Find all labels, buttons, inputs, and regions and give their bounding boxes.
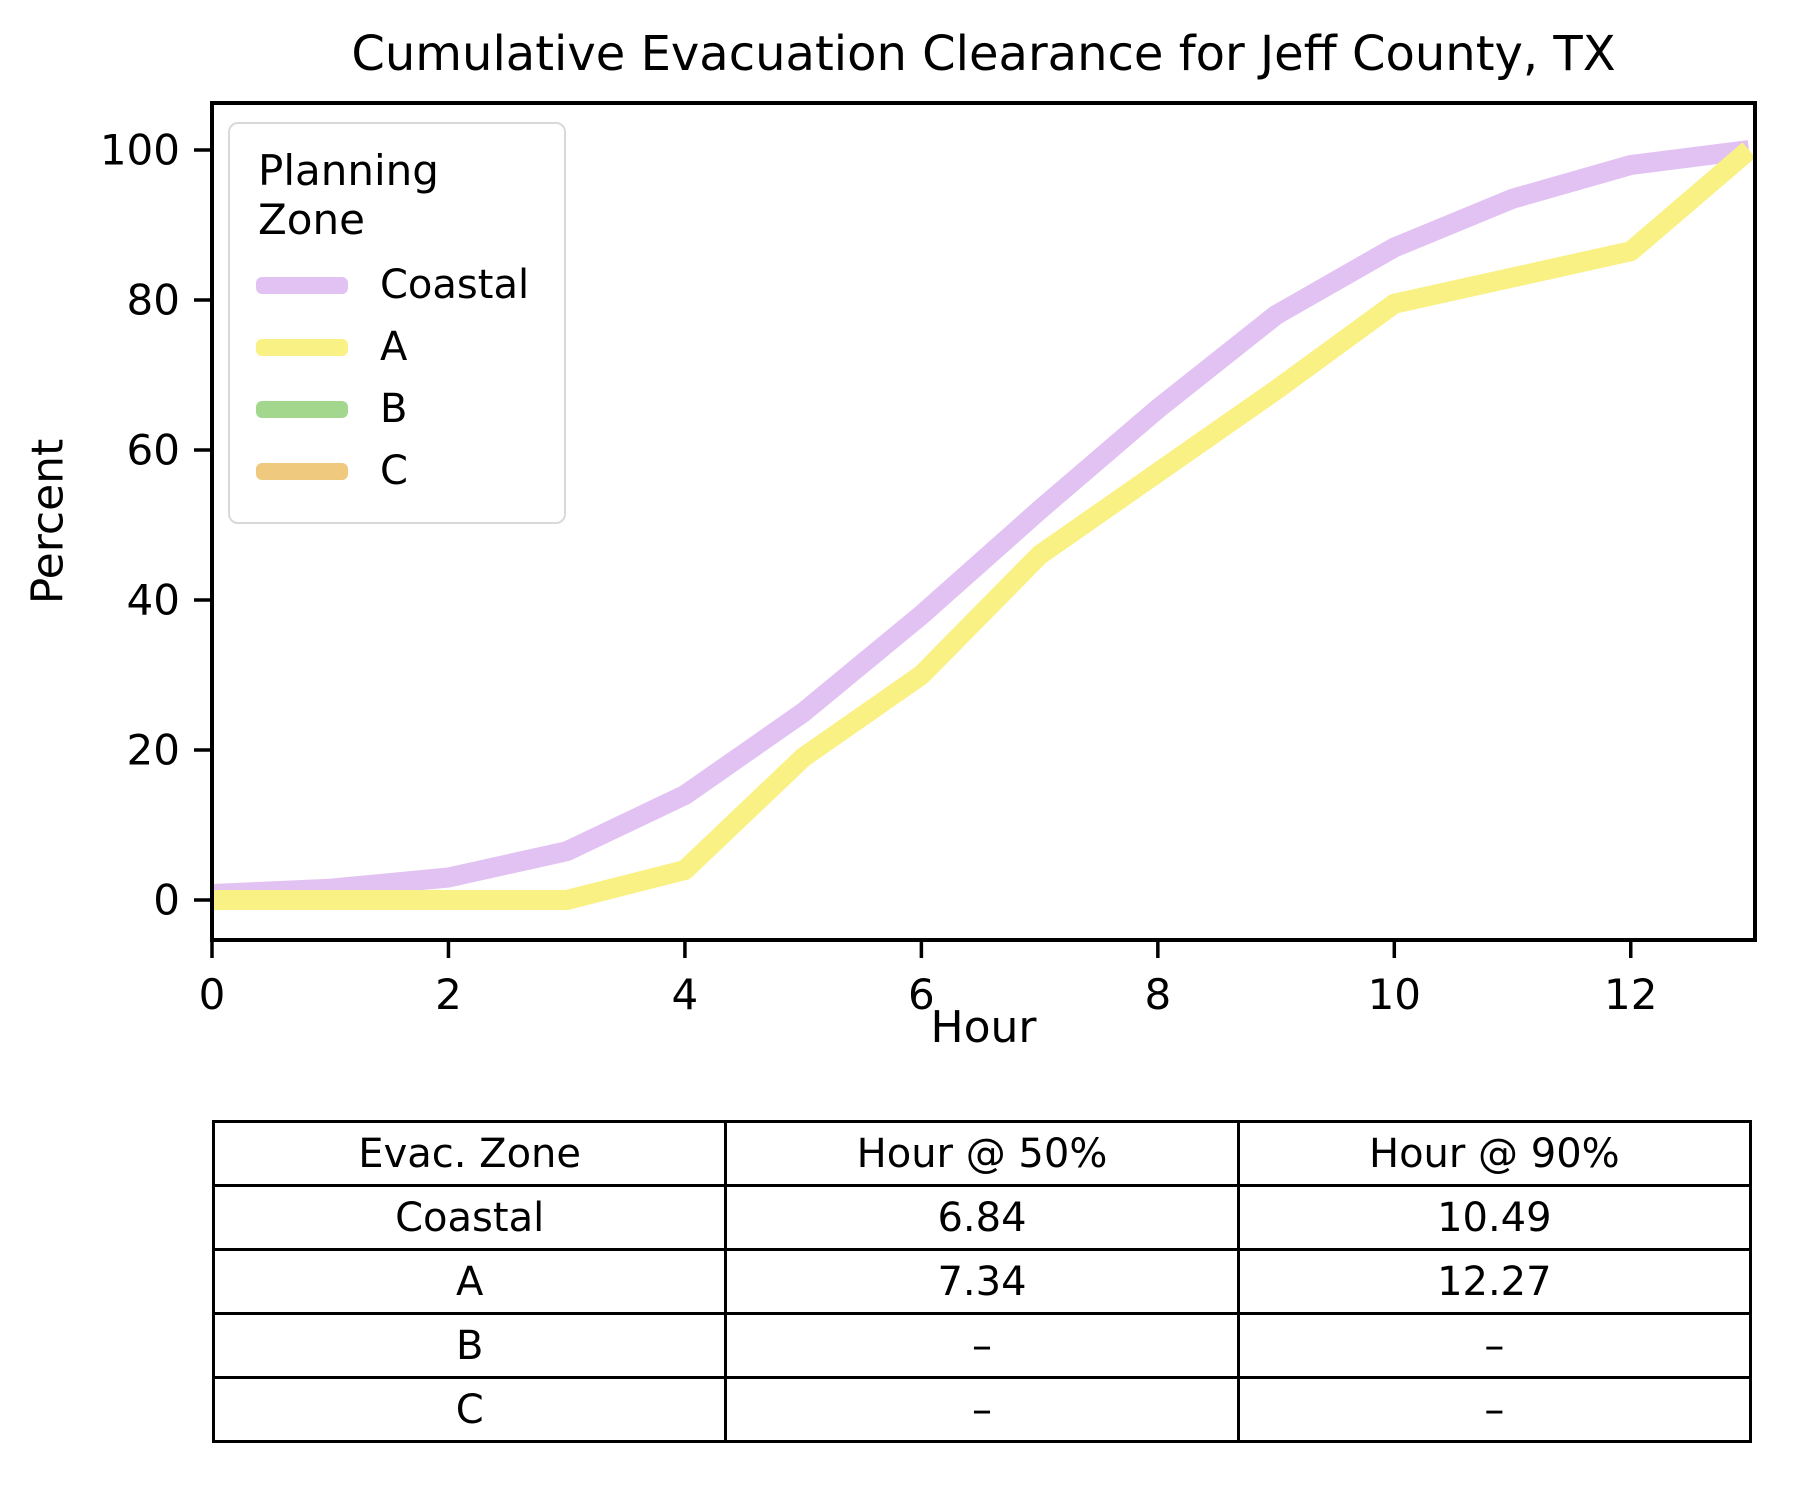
table-cell: – (724, 1312, 1240, 1379)
plot-area: 0 2 4 6 8 10 12 0 20 40 60 80 100 (100, 101, 1757, 1019)
legend-swatch-b (256, 400, 348, 418)
table-cell: 7.34 (724, 1248, 1240, 1315)
table-cell: B (211, 1312, 728, 1379)
chart-title: Cumulative Evacuation Clearance for Jeff… (351, 26, 1616, 82)
table-cell: 10.49 (1236, 1184, 1753, 1251)
table-row: A 7.34 12.27 (211, 1248, 1753, 1315)
legend-item-c: C (256, 440, 538, 502)
legend-item-label: B (380, 386, 408, 432)
table-cell: – (724, 1376, 1240, 1443)
legend-items: Coastal A B C (256, 254, 538, 502)
y-tick-label: 20 (127, 726, 180, 775)
legend-item-b: B (256, 378, 538, 440)
y-axis-label: Percent (22, 438, 74, 605)
table-header-cell: Hour @ 90% (1236, 1120, 1753, 1187)
table-cell: 6.84 (724, 1184, 1240, 1251)
table-row: Coastal 6.84 10.49 (211, 1184, 1753, 1251)
x-tick-label: 0 (199, 970, 226, 1019)
clearance-table: Evac. Zone Hour @ 50% Hour @ 90% Coastal 6.… (211, 1120, 1753, 1443)
x-tick-label: 4 (672, 970, 699, 1019)
legend-swatch-c (256, 462, 348, 480)
legend-swatch-coastal (256, 276, 348, 294)
table-header-cell: Evac. Zone (211, 1120, 728, 1187)
legend: Planning Zone Coastal A B C (228, 122, 566, 524)
x-tick-label: 10 (1368, 970, 1421, 1019)
y-tick-label: 80 (127, 276, 180, 325)
axes-spines (210, 101, 1757, 942)
table-cell: Coastal (211, 1184, 728, 1251)
y-tick-label: 40 (127, 576, 180, 625)
table-cell: – (1236, 1312, 1753, 1379)
clearance-table-body: Coastal 6.84 10.49 A 7.34 12.27 B – – C – – (211, 1184, 1753, 1443)
x-axis-label: Hour (930, 1002, 1037, 1053)
legend-title: Planning Zone (258, 146, 439, 244)
table-header-cell: Hour @ 50% (724, 1120, 1240, 1187)
clearance-table-head: Evac. Zone Hour @ 50% Hour @ 90% (211, 1120, 1753, 1187)
y-tick-label: 60 (127, 426, 180, 475)
line-a (212, 142, 1756, 910)
legend-swatch-a (256, 338, 348, 356)
legend-item-label: C (380, 448, 408, 494)
x-tick-label: 12 (1604, 970, 1657, 1019)
table-row: B – – (211, 1312, 1753, 1379)
table-header-row: Evac. Zone Hour @ 50% Hour @ 90% (211, 1120, 1753, 1187)
y-tick-label: 100 (100, 126, 180, 175)
table-cell: C (211, 1376, 728, 1443)
line-coastal (211, 140, 1751, 904)
table-cell: A (211, 1248, 728, 1315)
legend-item-a: A (256, 316, 538, 378)
legend-item-coastal: Coastal (256, 254, 538, 316)
x-tick-label: 6 (908, 970, 935, 1019)
table-cell: 12.27 (1236, 1248, 1753, 1315)
x-tick-label: 2 (435, 970, 462, 1019)
table-cell: – (1236, 1376, 1753, 1443)
legend-item-label: A (380, 324, 408, 370)
x-tick-label: 8 (1144, 970, 1171, 1019)
legend-item-label: Coastal (380, 262, 530, 308)
y-tick-label: 0 (153, 876, 180, 925)
table-row: C – – (211, 1376, 1753, 1443)
